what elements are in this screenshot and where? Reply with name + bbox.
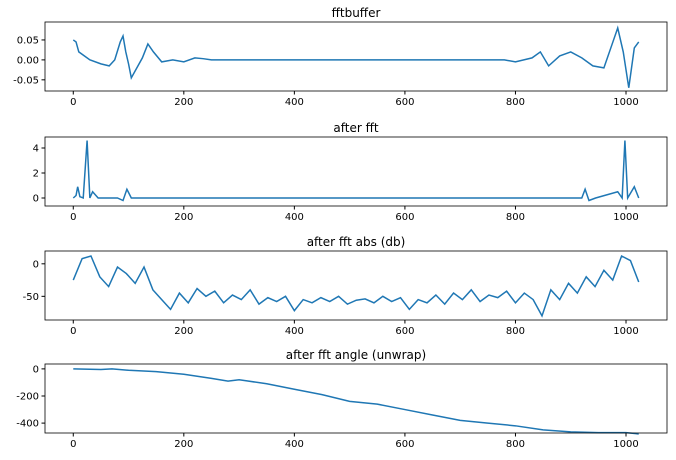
subplot-title: after fft <box>333 121 378 135</box>
x-tick-label: 200 <box>174 97 193 108</box>
y-tick-label: 0.05 <box>17 35 39 46</box>
x-tick-label: 600 <box>395 212 414 223</box>
x-tick-label: 0 <box>70 439 76 450</box>
x-tick-label: 400 <box>285 326 304 337</box>
x-tick-label: 1000 <box>613 97 638 108</box>
y-tick-label: 0 <box>33 364 39 375</box>
y-tick-label: 0.00 <box>17 55 39 66</box>
x-tick-label: 0 <box>70 326 76 337</box>
x-tick-label: 400 <box>285 439 304 450</box>
axes-frame <box>44 136 668 207</box>
subplot-title: after fft angle (unwrap) <box>286 348 426 362</box>
x-tick-label: 600 <box>395 326 414 337</box>
x-tick-label: 800 <box>506 439 525 450</box>
y-tick-label: 2 <box>33 169 39 180</box>
x-tick-label: 1000 <box>613 439 638 450</box>
axes-frame <box>44 21 668 92</box>
y-tick-label: 0 <box>33 259 39 270</box>
data-line <box>72 254 640 318</box>
x-tick-label: 200 <box>174 439 193 450</box>
y-tick-label: 0 <box>33 194 39 205</box>
x-tick-label: 200 <box>174 212 193 223</box>
data-line <box>72 140 640 202</box>
data-line <box>72 25 640 88</box>
x-tick-label: 400 <box>285 212 304 223</box>
subplot-title: after fft abs (db) <box>307 235 406 249</box>
x-tick-label: 600 <box>395 439 414 450</box>
y-tick-label: -400 <box>16 419 39 430</box>
y-tick-label: -50 <box>23 292 39 303</box>
x-tick-label: 800 <box>506 212 525 223</box>
y-tick-label: -0.05 <box>13 75 39 86</box>
x-tick-label: 800 <box>506 97 525 108</box>
x-tick-label: 600 <box>395 97 414 108</box>
axes-frame <box>44 363 668 434</box>
data-line <box>73 368 639 435</box>
y-tick-label: -200 <box>16 391 39 402</box>
y-tick-label: 4 <box>33 144 39 155</box>
x-tick-label: 1000 <box>613 212 638 223</box>
x-tick-label: 800 <box>506 326 525 337</box>
axes-frame <box>44 250 668 321</box>
x-tick-label: 400 <box>285 97 304 108</box>
x-tick-label: 0 <box>70 97 76 108</box>
subplot-title: fftbuffer <box>332 6 381 20</box>
x-tick-label: 200 <box>174 326 193 337</box>
x-tick-label: 1000 <box>613 326 638 337</box>
x-tick-label: 0 <box>70 212 76 223</box>
